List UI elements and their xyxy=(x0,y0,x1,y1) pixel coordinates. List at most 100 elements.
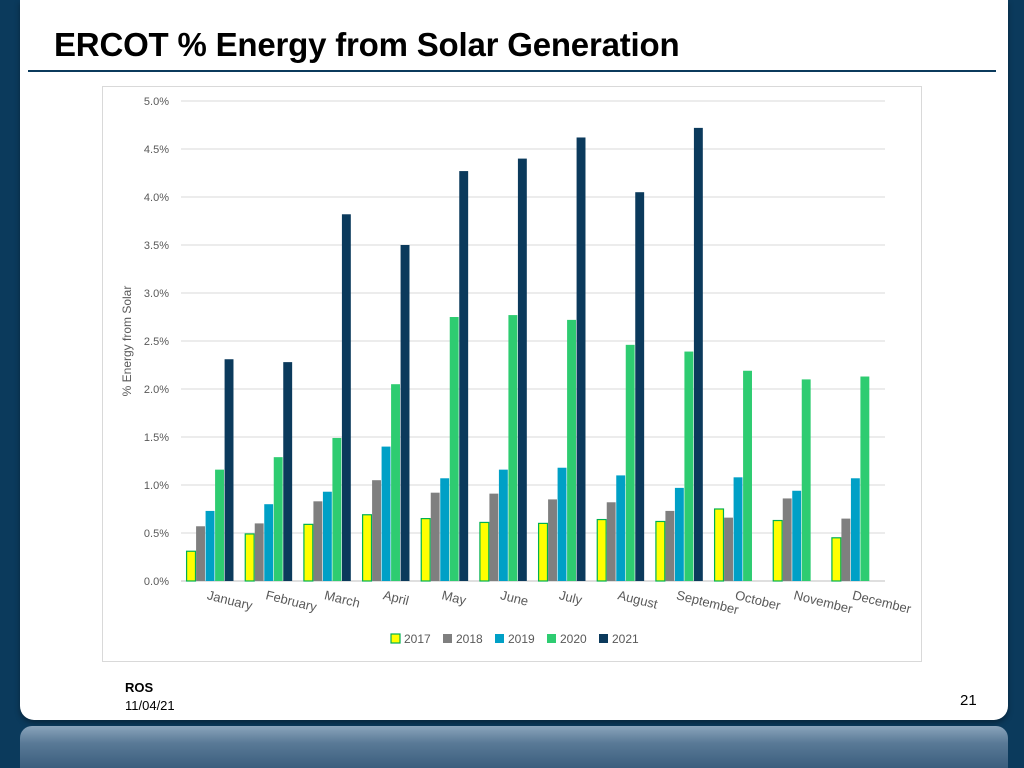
bar-2019-july xyxy=(557,467,567,581)
bar-2021-april xyxy=(400,245,410,581)
legend-label-2020: 2020 xyxy=(560,632,587,646)
x-tick-label: July xyxy=(558,587,585,607)
x-tick-label: May xyxy=(440,587,468,608)
bar-2018-june xyxy=(489,493,499,581)
legend-swatch-2021 xyxy=(599,634,608,643)
bar-2017-may xyxy=(420,518,431,582)
page-number: 21 xyxy=(960,692,977,709)
title-divider xyxy=(28,70,996,72)
bar-2019-june xyxy=(498,469,508,581)
bar-2021-july xyxy=(576,137,586,582)
x-tick-label: April xyxy=(382,587,411,608)
legend-swatch-2017 xyxy=(390,633,401,644)
bar-2021-january xyxy=(224,359,234,581)
bar-2019-april xyxy=(381,446,391,581)
y-tick-label: 0.5% xyxy=(144,528,169,540)
bar-2018-may xyxy=(430,492,440,581)
x-tick-label: January xyxy=(206,587,255,613)
bar-2020-october xyxy=(743,370,752,581)
bar-2019-january xyxy=(205,510,215,581)
bar-2018-august xyxy=(606,502,616,581)
footer-org: ROS xyxy=(125,680,154,695)
footer-date: 11/04/21 xyxy=(125,698,175,713)
bar-2019-february xyxy=(264,504,274,581)
legend-swatch-2020 xyxy=(547,634,556,643)
bar-2020-march xyxy=(332,437,342,581)
bar-2020-april xyxy=(391,384,400,581)
bar-2017-january xyxy=(185,550,197,582)
bar-2017-february xyxy=(244,533,255,582)
bar-2019-september xyxy=(674,487,684,581)
x-tick-label: October xyxy=(734,587,783,613)
legend-label-2021: 2021 xyxy=(612,632,639,646)
y-tick-label: 2.0% xyxy=(144,384,169,396)
legend-label-2019: 2019 xyxy=(508,632,535,646)
bar-2018-april xyxy=(372,480,381,581)
y-tick-label: 1.0% xyxy=(144,480,169,492)
bar-2020-august xyxy=(625,344,635,581)
bar-2017-july xyxy=(537,522,549,582)
x-tick-label: November xyxy=(792,587,854,616)
bar-2018-july xyxy=(548,499,557,581)
bar-2017-september xyxy=(655,520,666,582)
bar-2020-may xyxy=(449,317,459,581)
bar-2021-september xyxy=(693,127,703,581)
y-tick-label: 2.5% xyxy=(144,336,169,348)
bar-2021-june xyxy=(517,158,527,581)
bar-2020-january xyxy=(215,469,224,581)
y-tick-label: 4.0% xyxy=(144,192,169,204)
bar-2019-november xyxy=(792,490,802,581)
bar-2019-may xyxy=(440,478,450,581)
bar-2018-november xyxy=(782,498,792,581)
bar-2018-september xyxy=(665,510,675,581)
x-tick-label: February xyxy=(264,587,319,614)
bottom-decorative-bar xyxy=(20,726,1008,768)
bar-2018-march xyxy=(313,501,323,581)
chart-frame: 0.0% 0.5% 1.0% 1.5% 2.0% 2.5% 3.0% 3.5% 4.0% 4.5%… xyxy=(102,86,922,662)
y-axis-label: % Energy from Solar xyxy=(120,286,134,397)
legend-label-2018: 2018 xyxy=(456,632,483,646)
bar-2021-august xyxy=(635,192,645,581)
bar-2018-october xyxy=(724,517,733,581)
bar-2017-august xyxy=(596,518,607,582)
bar-2017-november xyxy=(772,519,783,582)
bar-2018-january xyxy=(196,526,205,581)
bar-2019-december xyxy=(850,478,860,581)
footer-info: ROS 11/04/21 xyxy=(125,680,175,713)
y-tick-label: 3.0% xyxy=(144,288,169,300)
bar-2021-february xyxy=(283,362,293,581)
bar-2020-september xyxy=(684,351,694,581)
bar-2020-november xyxy=(801,379,811,581)
x-tick-label: December xyxy=(851,587,913,616)
y-tick-label: 5.0% xyxy=(144,96,169,108)
bar-2020-december xyxy=(860,376,870,581)
solar-energy-bar-chart: 0.0% 0.5% 1.0% 1.5% 2.0% 2.5% 3.0% 3.5% 4.0% 4.5%… xyxy=(120,96,913,646)
x-tick-label: June xyxy=(499,587,530,608)
y-tick-label: 1.5% xyxy=(144,432,169,444)
bar-2017-june xyxy=(479,521,490,582)
legend-label-2017: 2017 xyxy=(404,632,431,646)
bar-2019-october xyxy=(733,477,743,581)
bar-2018-february xyxy=(254,523,264,581)
legend-swatch-2018 xyxy=(443,634,452,643)
slide-title: ERCOT % Energy from Solar Generation xyxy=(54,26,680,63)
bar-2018-december xyxy=(841,518,851,581)
bar-2021-march xyxy=(341,214,351,581)
bar-2017-april xyxy=(361,514,373,582)
bar-2020-june xyxy=(508,315,518,581)
x-tick-label: August xyxy=(616,587,659,611)
legend-swatch-2019 xyxy=(495,634,504,643)
bar-2017-october xyxy=(713,508,725,582)
bar-2019-march xyxy=(322,491,332,581)
y-tick-label: 0.0% xyxy=(144,576,169,588)
bar-2017-march xyxy=(303,523,314,582)
x-tick-label: September xyxy=(675,587,741,617)
bar-2020-february xyxy=(273,457,283,581)
y-tick-label: 4.5% xyxy=(144,144,169,156)
y-tick-label: 3.5% xyxy=(144,240,169,252)
x-tick-label: March xyxy=(323,587,362,610)
bar-2020-july xyxy=(567,319,576,581)
bar-2017-december xyxy=(831,537,842,582)
bar-2021-may xyxy=(459,171,469,581)
